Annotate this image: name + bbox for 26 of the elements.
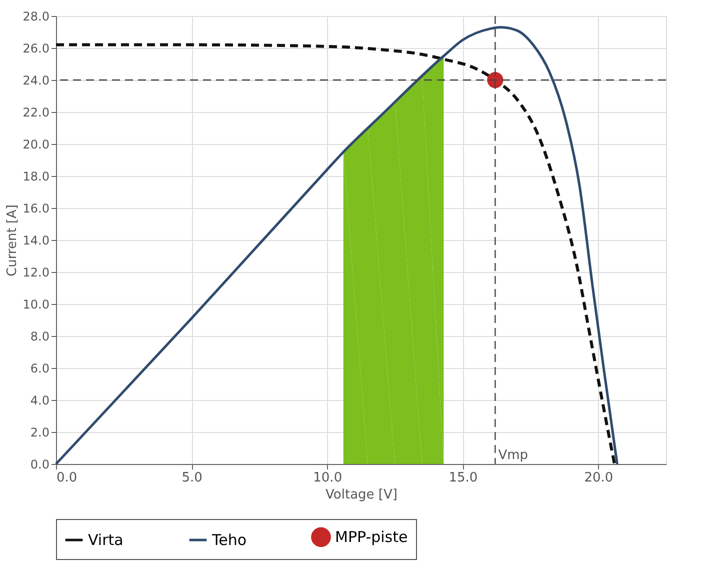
x-tick-label: 15.0 <box>448 470 478 486</box>
y-tick-label: 12.0 <box>22 266 50 280</box>
ref-line-label: Vmp <box>498 448 528 463</box>
y-tick-label: 28.0 <box>22 10 50 24</box>
y-tick-label: 2.0 <box>30 426 50 440</box>
legend-label: Teho <box>211 531 247 549</box>
y-tick-label: 0.0 <box>30 458 50 472</box>
y-tick-label: 22.0 <box>22 106 50 120</box>
x-axis-title: Voltage [V] <box>326 488 398 502</box>
x-tick-label: 10.0 <box>313 470 342 486</box>
legend-label: Virta <box>88 531 124 549</box>
y-tick-label: 24.0 <box>22 74 50 88</box>
y-tick-label: 14.0 <box>22 234 50 248</box>
y-tick-label: 18.0 <box>22 170 50 184</box>
x-tick-label: 0.0 <box>56 470 78 486</box>
x-tick-label: 20.0 <box>584 470 614 486</box>
y-axis-title: Current [A] <box>4 204 20 276</box>
x-tick-label: 5.0 <box>182 470 202 486</box>
y-tick-label: 16.0 <box>22 202 50 216</box>
y-tick-label: 26.0 <box>22 42 50 56</box>
y-tick-label: 20.0 <box>22 138 50 152</box>
legend-label: MPP-piste <box>335 528 408 546</box>
y-tick-label: 10.0 <box>22 298 50 312</box>
y-tick-label: 8.0 <box>30 330 50 344</box>
y-tick-label: 4.0 <box>30 394 50 408</box>
y-tick-label: 6.0 <box>30 362 50 376</box>
